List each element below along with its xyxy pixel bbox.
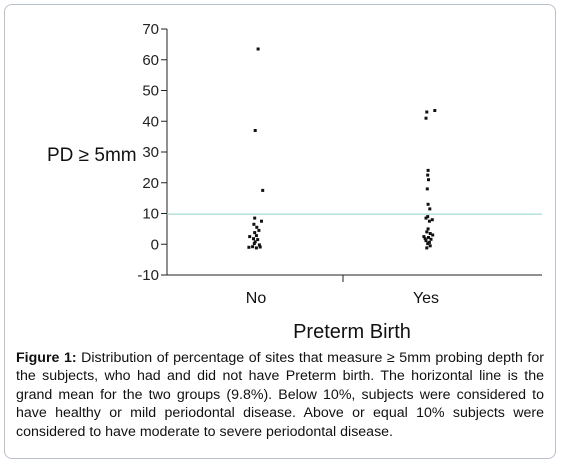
data-point (427, 178, 430, 182)
data-point (427, 219, 431, 223)
caption-text: Distribution of percentage of sites that… (16, 350, 544, 440)
y-tick-label: 50 (142, 83, 159, 100)
data-point (425, 187, 429, 191)
data-point (423, 237, 427, 241)
data-point (427, 240, 431, 244)
data-point (253, 216, 257, 220)
data-point (430, 218, 434, 222)
y-tick-label: 0 (151, 236, 159, 253)
data-point (426, 227, 430, 231)
data-points (247, 47, 437, 250)
x-axis-label: Preterm Birth (293, 321, 411, 343)
data-point (424, 239, 428, 243)
y-tick-label: 40 (142, 113, 159, 130)
data-point (256, 47, 260, 51)
caption-label: Figure 1: (16, 350, 77, 366)
data-point (426, 202, 430, 206)
data-point (433, 109, 437, 112)
x-axis: No Yes (167, 274, 542, 307)
data-point (426, 168, 430, 172)
x-category-label: No (246, 290, 267, 307)
y-axis-label: PD ≥ 5mm (47, 145, 137, 166)
data-point (247, 245, 251, 249)
data-point (255, 225, 259, 229)
data-point (424, 116, 428, 120)
data-point (252, 242, 256, 246)
x-category-label: Yes (413, 290, 439, 307)
data-point (254, 234, 258, 238)
data-point (253, 231, 257, 235)
data-point (431, 233, 435, 237)
data-point (253, 129, 257, 132)
data-point (257, 228, 261, 232)
data-point (254, 246, 258, 250)
data-point (425, 246, 429, 250)
y-tick-label: 70 (142, 21, 159, 38)
data-point (260, 219, 263, 223)
data-point (252, 237, 255, 241)
data-point (248, 235, 252, 239)
y-axis: -10 0 10 20 30 40 50 60 70 (137, 21, 168, 284)
data-point (428, 207, 432, 211)
data-point (422, 235, 426, 239)
y-tick-label: 30 (142, 144, 159, 161)
data-point (426, 173, 430, 177)
data-point (428, 232, 432, 235)
data-point (251, 245, 255, 249)
data-point (257, 243, 261, 247)
y-tick-label: 60 (142, 52, 159, 69)
y-tick-label: 20 (142, 175, 159, 192)
y-tick-label: 10 (142, 206, 159, 223)
data-point (424, 216, 428, 220)
data-point (427, 236, 430, 239)
y-tick-label: -10 (137, 267, 159, 284)
data-point (258, 245, 262, 249)
data-point (428, 244, 432, 248)
data-point (253, 240, 257, 244)
data-point (256, 238, 260, 242)
data-point (425, 110, 429, 114)
figure-caption: Figure 1: Distribution of percentage of … (16, 349, 544, 441)
data-point (426, 242, 430, 246)
figure-frame (4, 4, 556, 459)
scatter-chart: -10 0 10 20 30 40 50 60 70 No Yes PD ≥ 5mm Preter… (47, 21, 542, 343)
data-point (429, 237, 433, 241)
data-point (261, 188, 265, 192)
data-point (426, 215, 430, 219)
data-point (425, 230, 429, 234)
data-point (252, 222, 256, 226)
